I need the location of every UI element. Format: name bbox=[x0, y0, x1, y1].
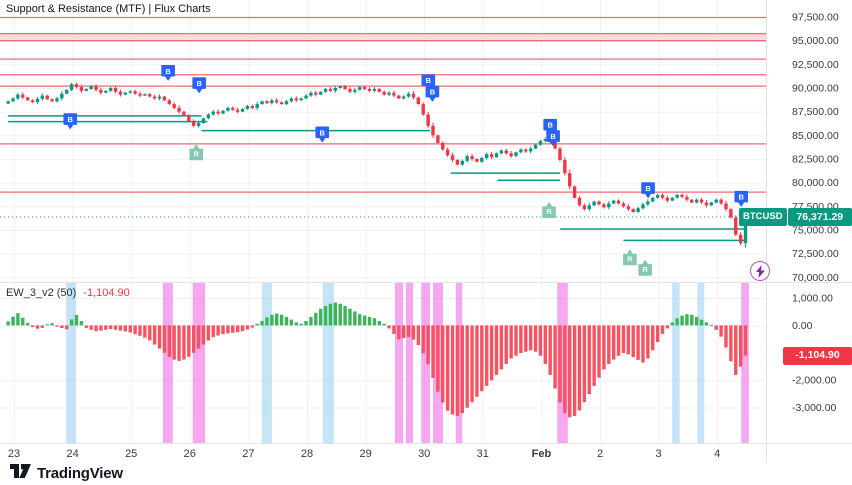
svg-text:75,000.00: 75,000.00 bbox=[792, 224, 839, 236]
candlestick-series[interactable] bbox=[6, 82, 748, 248]
svg-text:R: R bbox=[194, 149, 200, 158]
svg-text:72,500.00: 72,500.00 bbox=[792, 248, 839, 260]
svg-text:3: 3 bbox=[656, 448, 662, 460]
svg-text:4: 4 bbox=[714, 448, 720, 460]
retest-signal-badge[interactable]: R bbox=[638, 260, 652, 276]
last-price-label: BTCUSD 76,371.29 bbox=[739, 207, 852, 226]
svg-text:26: 26 bbox=[184, 448, 196, 460]
svg-text:23: 23 bbox=[8, 448, 20, 460]
svg-text:28: 28 bbox=[301, 448, 313, 460]
svg-text:82,500.00: 82,500.00 bbox=[792, 153, 839, 165]
svg-text:85,000.00: 85,000.00 bbox=[792, 130, 839, 142]
retest-signal-badge[interactable]: R bbox=[623, 249, 637, 266]
svg-text:25: 25 bbox=[125, 448, 137, 460]
buy-signal-badge[interactable]: B bbox=[425, 85, 440, 102]
indicator-name: EW_3_v2 (50) bbox=[6, 287, 77, 299]
footer: TradingView bbox=[0, 462, 852, 485]
svg-text:B: B bbox=[165, 67, 171, 76]
svg-text:92,500.00: 92,500.00 bbox=[792, 59, 839, 71]
svg-text:B: B bbox=[196, 79, 202, 88]
svg-text:95,000.00: 95,000.00 bbox=[792, 35, 839, 47]
indicator-source-label: Support & Resistance (MTF) | Flux Charts bbox=[6, 3, 211, 15]
indicator-value: -1,104.90 bbox=[83, 287, 130, 299]
buy-signal-badge[interactable]: B bbox=[734, 190, 749, 207]
buy-signal-badge[interactable]: B bbox=[546, 130, 560, 146]
time-axis[interactable]: 23 24 25 26 27 28 29 30 31 Feb 2 3 4 bbox=[8, 448, 720, 460]
resistance-lines bbox=[0, 16, 766, 193]
svg-text:90,000.00: 90,000.00 bbox=[792, 83, 839, 95]
svg-text:B: B bbox=[550, 132, 556, 141]
indicator-axis-badge: -1,104.90 bbox=[783, 346, 852, 365]
indicator-histogram[interactable] bbox=[6, 302, 748, 418]
svg-text:30: 30 bbox=[418, 448, 430, 460]
highlight-bands bbox=[66, 283, 749, 443]
indicator-title[interactable]: EW_3_v2 (50) -1,104.90 bbox=[6, 287, 130, 299]
svg-text:31: 31 bbox=[477, 448, 489, 460]
svg-text:-3,000.00: -3,000.00 bbox=[792, 402, 837, 414]
retest-signal-badge[interactable]: R bbox=[542, 202, 556, 218]
svg-text:27: 27 bbox=[242, 448, 254, 460]
gridlines bbox=[0, 0, 766, 443]
svg-text:R: R bbox=[642, 265, 648, 274]
retest-signal-badge[interactable]: R bbox=[189, 144, 204, 161]
svg-text:87,500.00: 87,500.00 bbox=[792, 106, 839, 118]
svg-text:80,000.00: 80,000.00 bbox=[792, 177, 839, 189]
svg-text:R: R bbox=[546, 207, 552, 216]
svg-text:97,500.00: 97,500.00 bbox=[792, 12, 839, 24]
tradingview-wordmark[interactable]: TradingView bbox=[37, 465, 123, 482]
svg-text:R: R bbox=[627, 255, 633, 264]
svg-text:B: B bbox=[645, 184, 651, 193]
svg-text:0.00: 0.00 bbox=[792, 320, 813, 332]
buy-signal-badge[interactable]: B bbox=[641, 182, 655, 198]
price-chart-canvas[interactable]: BBBBBBBBBBRRRR97,500.0095,000.0092,500.0… bbox=[0, 0, 852, 462]
svg-text:B: B bbox=[430, 88, 436, 97]
lightning-icon bbox=[755, 264, 765, 278]
svg-text:Feb: Feb bbox=[532, 448, 552, 460]
svg-text:70,000.00: 70,000.00 bbox=[792, 272, 839, 284]
svg-text:B: B bbox=[320, 128, 326, 137]
symbol-chip: BTCUSD bbox=[739, 207, 787, 226]
svg-text:29: 29 bbox=[359, 448, 371, 460]
buy-signal-badge[interactable]: B bbox=[63, 113, 78, 129]
svg-text:24: 24 bbox=[66, 448, 78, 460]
last-price-value: 76,371.29 bbox=[787, 207, 852, 226]
flux-charts-logo-button[interactable] bbox=[750, 261, 770, 281]
svg-text:1,000.00: 1,000.00 bbox=[792, 293, 833, 305]
svg-text:2: 2 bbox=[597, 448, 603, 460]
buy-signal-badge[interactable]: B bbox=[161, 64, 175, 81]
chart-title[interactable]: Support & Resistance (MTF) | Flux Charts bbox=[6, 3, 211, 15]
tradingview-logo-icon[interactable] bbox=[10, 463, 31, 484]
svg-text:B: B bbox=[426, 76, 432, 85]
svg-text:-2,000.00: -2,000.00 bbox=[792, 375, 837, 387]
svg-text:B: B bbox=[739, 193, 745, 202]
buy-signal-badge[interactable]: B bbox=[315, 126, 330, 143]
buy-signal-badge[interactable]: B bbox=[192, 77, 206, 93]
support-lines bbox=[0, 115, 766, 242]
svg-text:B: B bbox=[547, 121, 553, 130]
svg-text:B: B bbox=[68, 115, 74, 124]
price-axis[interactable]: 97,500.00 95,000.00 92,500.00 90,000.00 87,5… bbox=[792, 12, 839, 414]
